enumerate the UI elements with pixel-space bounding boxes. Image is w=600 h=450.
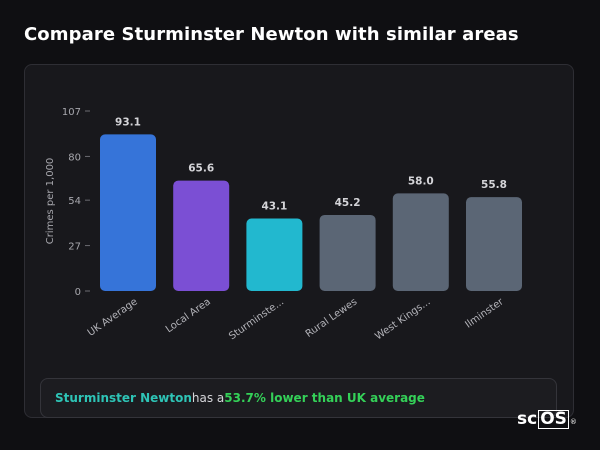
x-category-label: Local Area <box>164 296 213 335</box>
x-category-label: Sturminste... <box>227 296 286 342</box>
comparison-summary: Sturminster Newton has a 53.7% lower tha… <box>40 378 557 418</box>
y-tick-label: 80 <box>68 152 81 163</box>
logo-prefix: sc <box>517 409 538 429</box>
summary-difference: 53.7% lower than UK average <box>224 391 425 405</box>
x-category-label: UK Average <box>86 296 140 338</box>
bar <box>246 218 303 291</box>
bar <box>173 180 230 291</box>
bar <box>100 134 156 291</box>
bar-value-label: 58.0 <box>408 175 434 187</box>
y-tick-label: 54 <box>68 196 81 207</box>
summary-place: Sturminster Newton <box>55 391 192 405</box>
bar-value-label: 43.1 <box>261 200 287 212</box>
summary-middle-text: has a <box>191 391 225 405</box>
bar-value-label: 93.1 <box>115 116 141 128</box>
scos-logo: sc OS ® <box>517 409 577 429</box>
y-tick-label: 107 <box>62 107 81 118</box>
bar <box>319 214 376 291</box>
page-title: Compare Sturminster Newton with similar … <box>24 24 519 45</box>
bar-value-label: 45.2 <box>335 197 361 209</box>
y-axis-label: Crimes per 1,000 <box>45 158 56 245</box>
x-category-label: Ilminster <box>463 296 506 331</box>
bar <box>392 193 449 291</box>
logo-registered-mark: ® <box>569 418 577 426</box>
x-category-label: Rural Lewes <box>304 296 360 339</box>
bar-value-label: 65.6 <box>188 163 214 175</box>
x-category-label: West Kings... <box>373 296 432 342</box>
bar <box>466 197 522 291</box>
bar-value-label: 55.8 <box>481 179 507 191</box>
y-tick-label: 27 <box>68 242 81 253</box>
y-tick-label: 0 <box>75 287 81 298</box>
logo-boxed: OS <box>538 409 569 429</box>
